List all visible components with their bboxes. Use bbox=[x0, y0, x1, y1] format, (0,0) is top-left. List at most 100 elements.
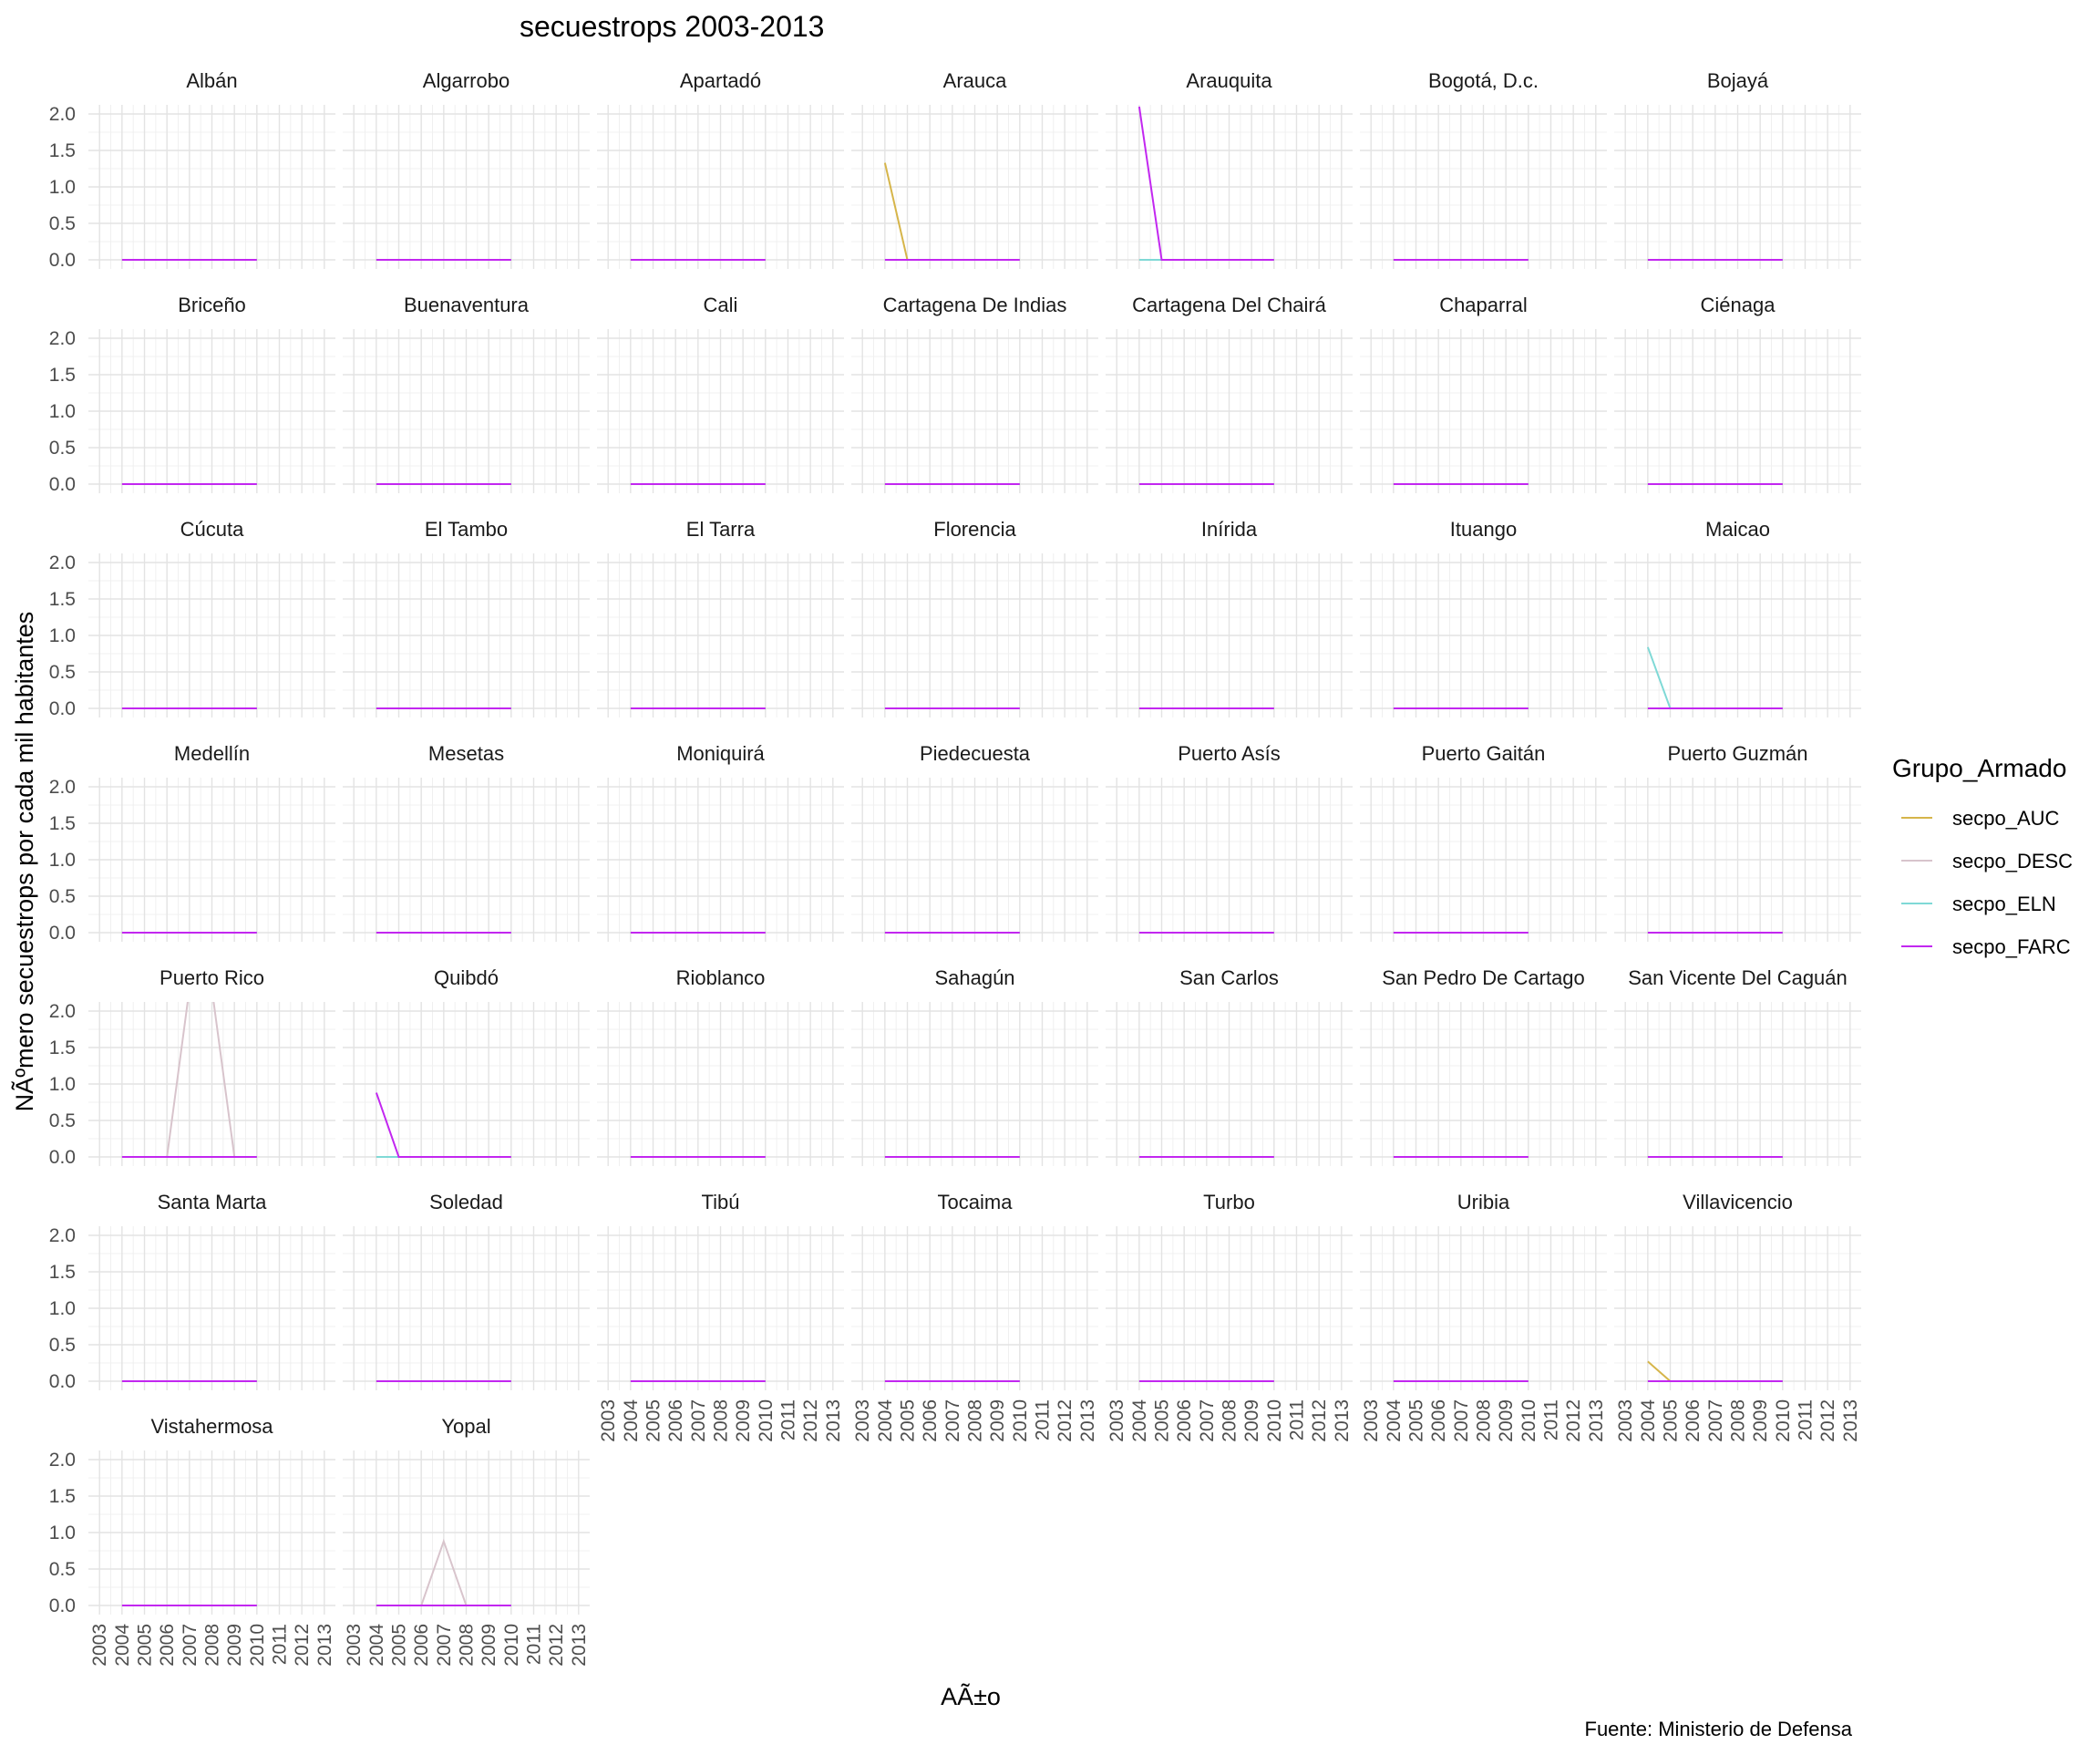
facet-label: Uribia bbox=[1457, 1191, 1510, 1213]
x-tick-label: 2004 bbox=[1129, 1399, 1150, 1442]
y-tick-label: 1.0 bbox=[49, 625, 76, 646]
x-tick-label: 2010 bbox=[1518, 1399, 1539, 1442]
line-secpo-farc bbox=[375, 1092, 511, 1158]
panel-el-tarra: El Tarra bbox=[597, 518, 844, 717]
x-tick-label: 2004 bbox=[1638, 1399, 1659, 1442]
x-tick-label: 2003 bbox=[1615, 1399, 1636, 1442]
x-tick-label: 2012 bbox=[1309, 1399, 1330, 1442]
y-tick-label: 0.0 bbox=[49, 250, 76, 271]
panel-alban: Albán 0.0 0.5 1.0 1.5 2.0 bbox=[49, 69, 335, 271]
x-tick-label: 2011 bbox=[1795, 1399, 1816, 1440]
panel-rioblanco: Rioblanco bbox=[597, 966, 844, 1166]
y-tick-label: 1.0 bbox=[49, 401, 76, 422]
y-tick-label: 0.5 bbox=[49, 1110, 76, 1131]
legend: Grupo_Armado secpo_AUC secpo_DESC secpo_EL… bbox=[1892, 754, 2073, 958]
facet-label: Cúcuta bbox=[180, 518, 244, 541]
panel-buenaventura: Buenaventura bbox=[343, 294, 590, 493]
facet-label: Florencia bbox=[933, 518, 1016, 541]
x-tick-label: 2011 bbox=[269, 1624, 290, 1665]
facet-label: Tibú bbox=[702, 1191, 740, 1213]
panel-santa-marta: Santa Marta 0.0 0.5 1.0 1.5 2.0 bbox=[49, 1191, 335, 1392]
x-tick-label: 2010 bbox=[247, 1624, 268, 1667]
x-tick-label: 2010 bbox=[1773, 1399, 1794, 1442]
panel-puerto-guzman: Puerto Guzmán bbox=[1614, 742, 1861, 942]
facet-label: Cartagena Del Chairá bbox=[1132, 294, 1327, 316]
x-tick-label: 2003 bbox=[89, 1624, 110, 1667]
panel-mesetas: Mesetas bbox=[343, 742, 590, 942]
facet-label: Bogotá, D.c. bbox=[1428, 69, 1539, 92]
x-tick-label: 2003 bbox=[598, 1399, 619, 1442]
facet-label: San Carlos bbox=[1179, 966, 1279, 989]
facet-label: Cali bbox=[704, 294, 738, 316]
x-tick-label: 2008 bbox=[1220, 1399, 1240, 1442]
facet-label: Bojayá bbox=[1707, 69, 1769, 92]
x-tick-label: 2013 bbox=[823, 1399, 844, 1442]
facet-label: Cartagena De Indias bbox=[883, 294, 1067, 316]
facet-label: Inírida bbox=[1201, 518, 1258, 541]
x-tick-label: 2009 bbox=[1496, 1399, 1517, 1442]
panel-florencia: Florencia bbox=[851, 518, 1098, 717]
x-tick-label: 2008 bbox=[1474, 1399, 1495, 1442]
facet-label: Sahagún bbox=[934, 966, 1014, 989]
y-tick-label: 1.0 bbox=[49, 850, 76, 871]
facet-label: Ciénaga bbox=[1701, 294, 1776, 316]
x-tick-label: 2011 bbox=[1540, 1399, 1561, 1440]
legend-label: secpo_ELN bbox=[1952, 893, 2056, 915]
facet-label: Maicao bbox=[1705, 518, 1770, 541]
y-tick-label: 1.5 bbox=[49, 589, 76, 610]
panel-moniquira: Moniquirá bbox=[597, 742, 844, 942]
legend-label: secpo_DESC bbox=[1952, 850, 2073, 872]
legend-title: Grupo_Armado bbox=[1892, 754, 2066, 782]
y-tick-label: 0.0 bbox=[49, 474, 76, 495]
y-tick-label: 2.0 bbox=[49, 104, 76, 125]
x-tick-label: 2003 bbox=[1361, 1399, 1382, 1442]
x-tick-label: 2011 bbox=[1032, 1399, 1053, 1440]
x-tick-label: 2008 bbox=[965, 1399, 986, 1442]
facet-label: Ituango bbox=[1450, 518, 1517, 541]
x-tick-label: 2013 bbox=[569, 1624, 590, 1667]
x-tick-label: 2013 bbox=[1586, 1399, 1607, 1442]
panel-cienaga: Ciénaga bbox=[1614, 294, 1861, 493]
x-tick-label: 2005 bbox=[643, 1399, 664, 1442]
panel-cali: Cali bbox=[597, 294, 844, 493]
x-tick-label: 2010 bbox=[1010, 1399, 1031, 1442]
x-tick-label: 2009 bbox=[479, 1624, 499, 1667]
y-tick-label: 0.0 bbox=[49, 698, 76, 719]
panel-san-pedro-de-cartago: San Pedro De Cartago bbox=[1360, 966, 1607, 1166]
x-tick-label: 2004 bbox=[875, 1399, 896, 1442]
x-tick-label: 2011 bbox=[1286, 1399, 1307, 1440]
y-tick-label: 1.5 bbox=[49, 1486, 76, 1507]
facet-label: Algarrobo bbox=[423, 69, 510, 92]
panel-san-carlos: San Carlos bbox=[1106, 966, 1353, 1166]
facet-label: Puerto Gaitán bbox=[1422, 742, 1546, 765]
panel-bogota-d-c: Bogotá, D.c. bbox=[1360, 69, 1607, 269]
panel-cartagena-de-indias: Cartagena De Indias bbox=[851, 294, 1098, 493]
y-tick-label: 2.0 bbox=[49, 552, 76, 573]
chart-title: secuestrops 2003-2013 bbox=[520, 10, 824, 43]
facet-label: Puerto Rico bbox=[160, 966, 264, 989]
facet-label: Soledad bbox=[429, 1191, 503, 1213]
y-tick-label: 1.5 bbox=[49, 365, 76, 386]
x-tick-label: 2006 bbox=[1428, 1399, 1449, 1442]
x-tick-label: 2006 bbox=[411, 1624, 432, 1667]
facet-label: Puerto Asís bbox=[1178, 742, 1281, 765]
series-lines bbox=[1647, 1360, 1783, 1382]
facet-label: Santa Marta bbox=[158, 1191, 268, 1213]
facet-label: Turbo bbox=[1203, 1191, 1255, 1213]
facet-label: Villavicencio bbox=[1683, 1191, 1793, 1213]
x-tick-label: 2012 bbox=[1817, 1399, 1838, 1442]
x-tick-label: 2005 bbox=[389, 1624, 410, 1667]
facet-label: Vistahermosa bbox=[150, 1415, 273, 1438]
y-tick-label: 1.5 bbox=[49, 140, 76, 161]
y-tick-label: 0.5 bbox=[49, 662, 76, 683]
panel-apartado: Apartadó bbox=[597, 69, 844, 269]
x-tick-label: 2009 bbox=[224, 1624, 245, 1667]
panel-soledad: Soledad bbox=[343, 1191, 590, 1390]
x-tick-label: 2012 bbox=[546, 1624, 567, 1667]
facet-label: Chaparral bbox=[1439, 294, 1528, 316]
facet-label: Arauca bbox=[943, 69, 1007, 92]
x-tick-label: 2010 bbox=[756, 1399, 777, 1442]
